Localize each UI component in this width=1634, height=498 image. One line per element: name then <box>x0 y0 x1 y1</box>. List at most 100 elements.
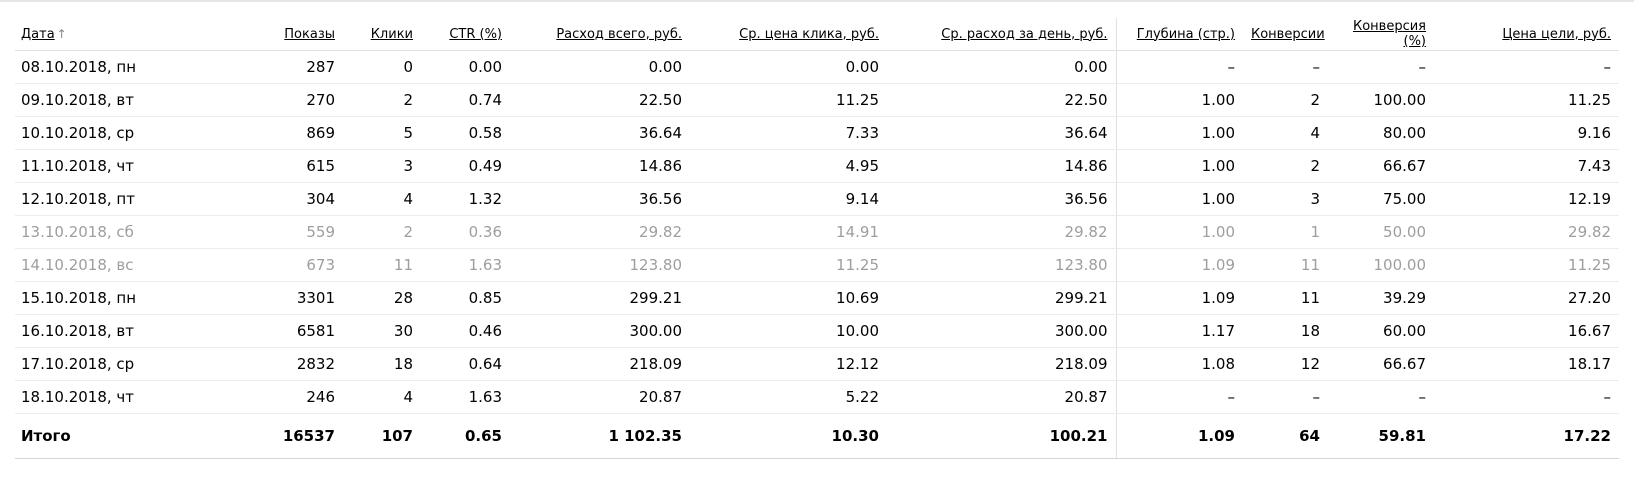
table-cell: 11 <box>1243 248 1328 282</box>
table-cell: 1.00 <box>1116 182 1243 216</box>
total-cell: 16537 <box>190 413 343 459</box>
table-cell: 4 <box>1243 116 1328 150</box>
table-cell: 0.74 <box>421 83 510 117</box>
table-cell: 4 <box>343 182 421 216</box>
table-cell: 6581 <box>190 314 343 348</box>
table-cell: – <box>1434 50 1619 84</box>
table-cell: 246 <box>190 380 343 414</box>
table-cell: 1.09 <box>1116 281 1243 315</box>
conversion-rate-sort-link[interactable]: Конверсия (%) <box>1352 19 1426 49</box>
row-date: 10.10.2018, ср <box>15 116 190 150</box>
row-date: 09.10.2018, вт <box>15 83 190 117</box>
table-cell: 14.86 <box>887 149 1117 183</box>
table-cell: 615 <box>190 149 343 183</box>
table-cell: 36.56 <box>887 182 1117 216</box>
table-cell: 100.00 <box>1328 83 1434 117</box>
table-cell: 1.08 <box>1116 347 1243 381</box>
total-cell: 17.22 <box>1434 413 1619 459</box>
table-row: 14.10.2018, вс 673 11 1.63 123.80 11.25 123.80… <box>15 248 1619 282</box>
table-cell: 60.00 <box>1328 314 1434 348</box>
table-cell: 5 <box>343 116 421 150</box>
table-cell: – <box>1328 380 1434 414</box>
avg-daily-cost-sort-link[interactable]: Ср. расход за день, руб. <box>941 26 1108 42</box>
table-cell: 10.69 <box>690 281 887 315</box>
table-row: 13.10.2018, сб 559 2 0.36 29.82 14.91 29.82 1.0… <box>15 215 1619 249</box>
total-cell: 107 <box>343 413 421 459</box>
table-cell: 27.20 <box>1434 281 1619 315</box>
table-body: 08.10.2018, пн 287 0 0.00 0.00 0.00 0.00– – – –09… <box>15 50 1619 414</box>
table-cell: 66.67 <box>1328 149 1434 183</box>
table-cell: 304 <box>190 182 343 216</box>
table-row: 09.10.2018, вт 270 2 0.74 22.50 11.25 22.50 1.0… <box>15 83 1619 117</box>
table-cell: 4.95 <box>690 149 887 183</box>
table-cell: 218.09 <box>510 347 690 381</box>
ctr-sort-link[interactable]: CTR (%) <box>449 26 502 42</box>
column-header-avg-cpc[interactable]: Ср. цена клика, руб. <box>690 18 887 51</box>
conversions-sort-link[interactable]: Конверсии <box>1251 26 1325 42</box>
table-cell: 9.14 <box>690 182 887 216</box>
total-cost-sort-link[interactable]: Расход всего, руб. <box>556 26 682 42</box>
column-header-avg-daily-cost[interactable]: Ср. расход за день, руб. <box>887 18 1117 51</box>
column-header-impressions[interactable]: Показы <box>190 18 343 51</box>
table-cell: 22.50 <box>510 83 690 117</box>
table-cell: 12 <box>1243 347 1328 381</box>
row-date: 18.10.2018, чт <box>15 380 190 414</box>
table-cell: 1.00 <box>1116 116 1243 150</box>
column-header-conversions[interactable]: Конверсии <box>1243 18 1328 51</box>
column-header-ctr[interactable]: CTR (%) <box>421 18 510 51</box>
table-cell: 1.63 <box>421 248 510 282</box>
total-row: Итого 16537 107 0.65 1 102.35 10.30 100.… <box>15 413 1619 459</box>
table-cell: 1.09 <box>1116 248 1243 282</box>
table-cell: – <box>1328 50 1434 84</box>
impressions-sort-link[interactable]: Показы <box>284 26 335 42</box>
table-row: 18.10.2018, чт 246 4 1.63 20.87 5.22 20.87– – – – <box>15 380 1619 414</box>
avg-cpc-sort-link[interactable]: Ср. цена клика, руб. <box>739 26 879 42</box>
table-cell: 559 <box>190 215 343 249</box>
table-cell: 0.58 <box>421 116 510 150</box>
column-header-conversion-rate[interactable]: Конверсия (%) <box>1328 18 1434 51</box>
table-cell: 0 <box>343 50 421 84</box>
table-cell: 12.12 <box>690 347 887 381</box>
table-cell: 36.56 <box>510 182 690 216</box>
table-cell: 0.00 <box>690 50 887 84</box>
total-cell: 64 <box>1243 413 1328 459</box>
table-cell: 100.00 <box>1328 248 1434 282</box>
table-cell: 36.64 <box>887 116 1117 150</box>
row-date: 15.10.2018, пн <box>15 281 190 315</box>
date-sort-link[interactable]: Дата <box>21 26 55 42</box>
table-cell: 0.46 <box>421 314 510 348</box>
table-cell: 123.80 <box>887 248 1117 282</box>
row-date: 08.10.2018, пн <box>15 50 190 84</box>
table-cell: 1.32 <box>421 182 510 216</box>
goal-cost-sort-link[interactable]: Цена цели, руб. <box>1502 26 1611 42</box>
table-cell: 0.64 <box>421 347 510 381</box>
total-cell: 10.30 <box>690 413 887 459</box>
column-header-clicks[interactable]: Клики <box>343 18 421 51</box>
table-cell: 123.80 <box>510 248 690 282</box>
column-header-goal-cost[interactable]: Цена цели, руб. <box>1434 18 1619 51</box>
stats-table: Дата ↑ Показы Клики CTR (%) Расход всего,… <box>15 18 1619 459</box>
column-header-total-cost[interactable]: Расход всего, руб. <box>510 18 690 51</box>
clicks-sort-link[interactable]: Клики <box>370 26 413 42</box>
table-cell: 287 <box>190 50 343 84</box>
table-cell: 11.25 <box>690 83 887 117</box>
table-cell: 28 <box>343 281 421 315</box>
table-cell: 29.82 <box>1434 215 1619 249</box>
table-cell: 29.82 <box>887 215 1117 249</box>
column-header-depth[interactable]: Глубина (стр.) <box>1116 18 1243 51</box>
table-cell: 1.00 <box>1116 83 1243 117</box>
table-cell: 2832 <box>190 347 343 381</box>
depth-sort-link[interactable]: Глубина (стр.) <box>1136 26 1235 42</box>
column-header-date[interactable]: Дата ↑ <box>15 18 190 51</box>
sort-ascending-icon: ↑ <box>56 26 67 41</box>
table-cell: 7.33 <box>690 116 887 150</box>
table-cell: 1.00 <box>1116 149 1243 183</box>
table-row: 11.10.2018, чт 615 3 0.49 14.86 4.95 14.86 1.00… <box>15 149 1619 183</box>
table-cell: 218.09 <box>887 347 1117 381</box>
table-cell: 14.91 <box>690 215 887 249</box>
table-cell: 3 <box>1243 182 1328 216</box>
table-cell: 9.16 <box>1434 116 1619 150</box>
table-row: 17.10.2018, ср 2832 18 0.64 218.09 12.12 218.0… <box>15 347 1619 381</box>
table-cell: 2 <box>343 83 421 117</box>
row-date: 16.10.2018, вт <box>15 314 190 348</box>
